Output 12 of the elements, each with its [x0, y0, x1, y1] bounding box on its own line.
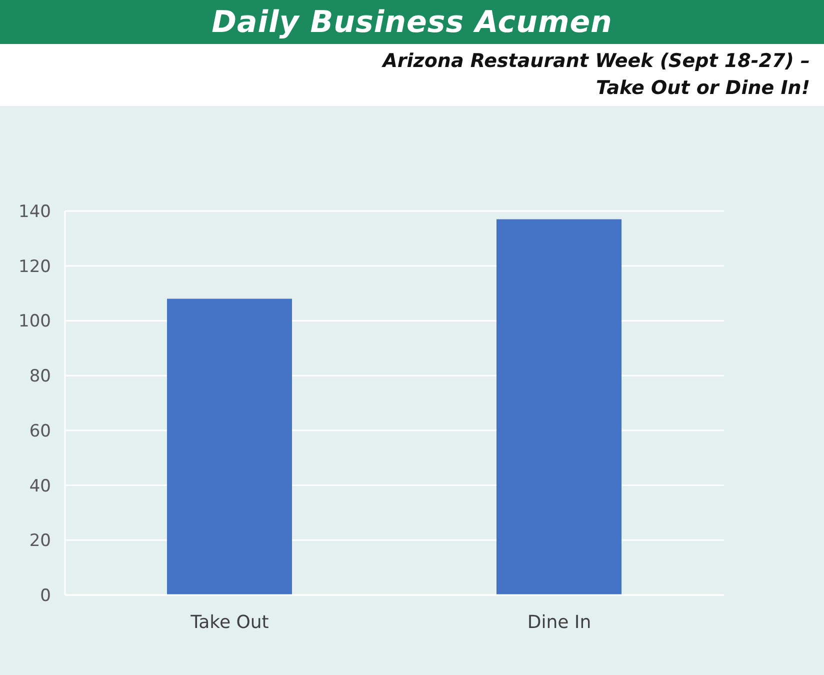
y-tick-label: 120	[18, 256, 51, 277]
y-tick-label: 60	[29, 421, 51, 442]
y-tick-label: 0	[40, 586, 51, 606]
y-tick-label: 40	[29, 476, 51, 496]
chart-subtitle: Arizona Restaurant Week (Sept 18-27) – Take Out or Dine In!	[382, 49, 810, 101]
chart-title: Daily Business Acumen	[212, 4, 612, 40]
x-tick-label: Take Out	[190, 612, 269, 633]
y-tick-label: 80	[29, 366, 51, 387]
y-tick-label: 100	[18, 312, 51, 332]
y-tick-label: 20	[29, 531, 51, 552]
y-tick-label: 140	[18, 202, 51, 222]
x-tick-label: Dine In	[527, 612, 592, 633]
